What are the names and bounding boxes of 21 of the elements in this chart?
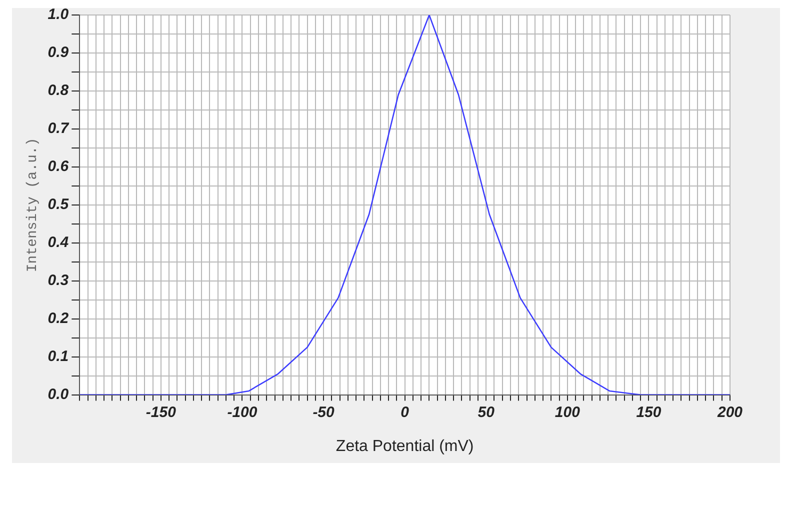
x-tick-label: 50 [478, 404, 496, 421]
x-tick-label: 200 [716, 404, 744, 421]
y-tick-label: 0.0 [48, 386, 70, 403]
x-tick-label: 0 [400, 404, 410, 421]
y-tick-label: 0.9 [48, 44, 70, 62]
y-tick-label: 0.7 [48, 120, 70, 138]
y-tick-label: 1.0 [48, 6, 70, 24]
y-tick-label: 0.6 [48, 158, 70, 176]
y-tick-label: 0.8 [48, 82, 70, 100]
y-tick-label: 0.4 [48, 234, 70, 252]
x-tick-label: 100 [554, 404, 581, 421]
y-axis-title: Intensity (a.u.) [25, 138, 42, 272]
y-tick-label: 0.3 [48, 272, 70, 289]
x-tick-label: 150 [636, 404, 662, 421]
y-tick-label: 0.1 [48, 348, 69, 365]
x-axis-title: Zeta Potential (mV) [336, 438, 474, 455]
x-tick-label: -50 [312, 404, 336, 421]
y-tick-label: 0.2 [48, 310, 70, 327]
x-tick-label: -150 [146, 404, 177, 421]
y-tick-label: 0.5 [48, 196, 70, 214]
x-tick-label: -100 [227, 404, 258, 421]
